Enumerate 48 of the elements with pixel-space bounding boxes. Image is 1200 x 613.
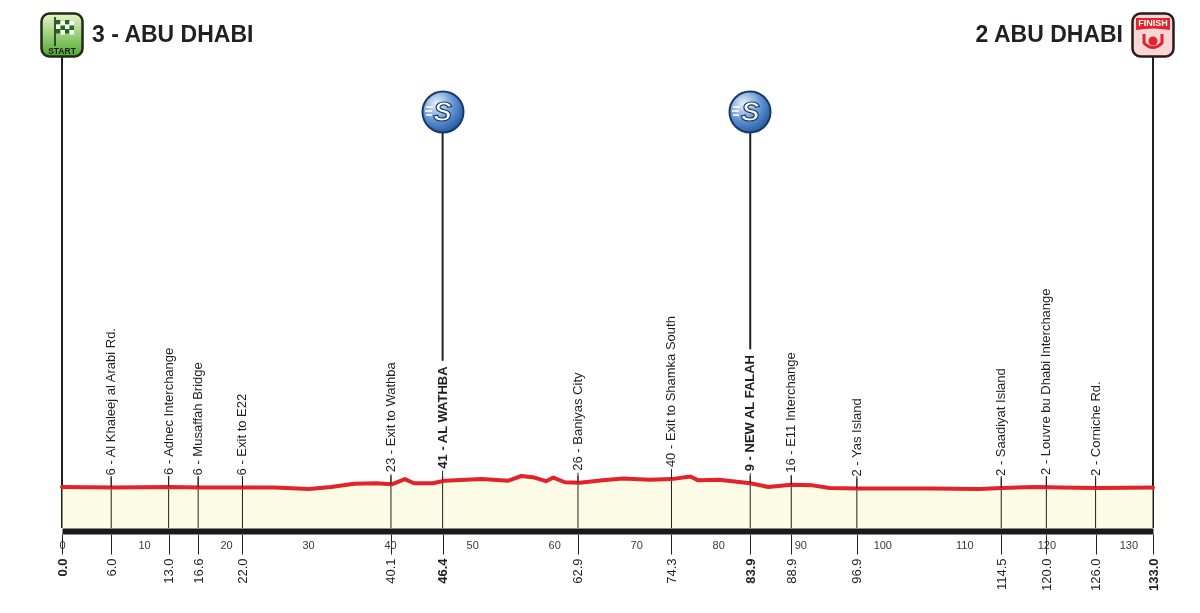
annotation: 40 - Exit to Shamka South — [663, 316, 679, 468]
annotation: 6 - Al Khaleej al Arabi Rd. — [103, 328, 119, 476]
x2-tick-label: 10 — [138, 538, 151, 551]
x-tick-label: 88.9 — [783, 558, 799, 584]
text: 2 ABU DHABI — [975, 21, 1123, 47]
x-tick-label: 74.3 — [663, 558, 679, 584]
annotation: 2 - Yas Island — [848, 398, 864, 477]
x-tick-label: 22.0 — [234, 558, 250, 584]
x-tick-label: 40.1 — [383, 558, 399, 584]
annotation: 6 - Musaffah Bridge — [190, 362, 206, 476]
annotation: 41 - AL WATHBA — [434, 365, 450, 469]
x-tick-label: 83.9 — [742, 558, 758, 584]
x-tick-label: 13.0 — [161, 558, 177, 584]
x2-tick-label: 100 — [873, 538, 892, 551]
x2-tick-label: 0 — [59, 538, 66, 551]
annotation: 6 - Adnec Interchange — [160, 347, 176, 475]
annotation: 2 - Saadiyat Island — [993, 368, 1009, 476]
x2-tick-label: 30 — [302, 538, 315, 551]
x-tick-label: 16.6 — [190, 558, 206, 584]
x2-tick-label: 90 — [794, 538, 807, 551]
ref-line-label: S — [433, 96, 452, 127]
text: 3 - ABU DHABI — [92, 21, 254, 47]
x2-tick-label: 80 — [712, 538, 725, 551]
x2-tick-label: 110 — [956, 538, 974, 551]
ref-line-label: FINISH — [1138, 18, 1168, 28]
x-tick-label: 6.0 — [103, 558, 119, 577]
annotation: 2 - Corniche Rd. — [1087, 381, 1103, 476]
x-tick-label: 62.9 — [570, 558, 586, 584]
x-tick-label: 0.0 — [54, 558, 70, 577]
annotation: 2 - Louvre bu Dhabi Interchange — [1038, 288, 1054, 475]
annotation: 23 - Exit to Wathba — [382, 361, 398, 473]
x-tick-label: 96.9 — [849, 558, 865, 584]
x2-tick-label: 130 — [1119, 538, 1139, 551]
x2-tick-label: 60 — [548, 538, 561, 551]
x2-tick-label: 70 — [630, 538, 643, 551]
x-tick-label: 126.0 — [1088, 558, 1104, 592]
x-tick-label: 114.5 — [993, 558, 1009, 591]
annotation: 26 - Baniyas City — [569, 372, 585, 471]
ref-line-label: START — [48, 46, 76, 56]
x-tick-label: 133.0 — [1145, 558, 1161, 592]
x2-tick-label: 20 — [220, 538, 233, 551]
annotation: 6 - Exit to E22 — [234, 393, 250, 476]
x-tick-label: 120.0 — [1038, 558, 1054, 592]
x2-tick-label: 50 — [466, 538, 479, 551]
ref-line-label: S — [740, 96, 760, 127]
annotation: 9 - NEW AL FALAH — [742, 355, 758, 472]
x-tick-label: 46.4 — [435, 557, 451, 584]
annotation: 16 - E11 Interchange — [783, 352, 799, 473]
